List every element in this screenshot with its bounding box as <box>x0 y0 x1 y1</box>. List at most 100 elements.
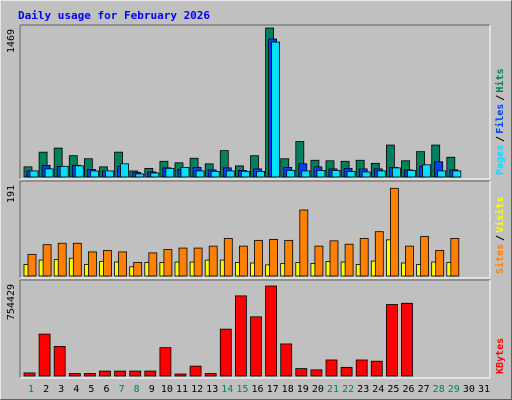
bar-kbytes-day-3 <box>53 346 66 377</box>
bar-sites-day-29 <box>450 238 460 277</box>
bar-sites-day-2 <box>42 244 52 277</box>
x-tick-label: 15 <box>236 384 248 395</box>
legend-visits: Visits <box>494 197 506 233</box>
x-tick-label: 7 <box>119 384 125 395</box>
bar-sites-day-15 <box>238 245 248 277</box>
bar-kbytes-day-23 <box>355 359 368 377</box>
bar-sites-day-7 <box>118 251 127 277</box>
bar-pages-day-26 <box>407 170 416 178</box>
x-tick-label: 1 <box>28 384 34 395</box>
bar-kbytes-day-14 <box>219 328 232 377</box>
bar-kbytes-day-12 <box>189 365 202 377</box>
bar-kbytes-day-6 <box>99 370 111 377</box>
chart-title: Daily usage for February 2026 <box>18 9 210 22</box>
bar-kbytes-day-10 <box>159 347 172 377</box>
bar-sites-day-27 <box>420 236 430 277</box>
bar-kbytes-day-11 <box>174 373 187 377</box>
bar-pages-day-3 <box>59 165 69 178</box>
bar-kbytes-day-20 <box>310 369 323 377</box>
legend-separator: / <box>495 95 506 101</box>
bar-pages-day-18 <box>286 170 296 178</box>
bar-sites-day-20 <box>314 245 324 277</box>
bar-kbytes-day-21 <box>325 359 338 377</box>
x-tick-label: 24 <box>372 384 384 395</box>
bar-sites-day-13 <box>208 245 218 277</box>
bar-sites-day-14 <box>223 238 233 277</box>
bar-pages-day-7 <box>120 163 129 178</box>
x-tick-label: 9 <box>149 384 155 395</box>
bar-sites-day-21 <box>329 240 339 277</box>
x-tick-label: 5 <box>88 384 94 395</box>
x-tick-label: 3 <box>58 384 64 395</box>
bar-pages-day-9 <box>150 172 160 178</box>
bar-pages-day-27 <box>422 164 432 178</box>
legend-kbytes: KBytes <box>495 338 506 374</box>
x-tick-label: 26 <box>402 384 414 395</box>
x-tick-label: 10 <box>161 384 173 395</box>
legend-pages: Pages <box>495 145 506 175</box>
legend-separator: / <box>495 235 506 241</box>
x-tick-label: 22 <box>342 384 354 395</box>
bar-kbytes-day-13 <box>204 373 217 377</box>
x-tick-label: 8 <box>134 384 140 395</box>
legend-hits: Hits <box>494 69 506 93</box>
bar-pages-day-15 <box>240 171 250 178</box>
bar-pages-day-6 <box>105 170 114 178</box>
bar-kbytes-day-18 <box>280 343 293 377</box>
x-tick-label: 4 <box>73 384 79 395</box>
bar-pages-day-16 <box>256 171 265 178</box>
bar-sites-day-9 <box>148 252 158 277</box>
x-tick-label: 6 <box>103 384 109 395</box>
bar-pages-day-22 <box>346 171 356 178</box>
bar-pages-day-19 <box>301 170 311 178</box>
panel-background <box>20 25 490 179</box>
bar-kbytes-day-17 <box>265 285 278 377</box>
bar-kbytes-day-24 <box>370 360 383 377</box>
bar-pages-day-29 <box>452 170 462 178</box>
bar-sites-day-24 <box>374 231 384 277</box>
x-tick-label: 13 <box>206 384 218 395</box>
bar-pages-day-20 <box>316 170 326 178</box>
bar-pages-day-21 <box>331 170 341 178</box>
x-tick-label: 12 <box>191 384 203 395</box>
bar-pages-day-10 <box>165 167 175 178</box>
x-tick-label: 16 <box>251 384 263 395</box>
bar-kbytes-day-8 <box>129 370 142 377</box>
bar-kbytes-day-7 <box>114 370 126 377</box>
y-max-label: 191 <box>6 185 17 203</box>
x-tick-label: 28 <box>433 384 445 395</box>
bar-pages-day-25 <box>391 167 401 178</box>
legend-separator: / <box>495 136 506 142</box>
y-max-label: 1469 <box>6 29 17 53</box>
bar-sites-day-8 <box>133 262 143 277</box>
bar-sites-day-22 <box>344 243 354 277</box>
bar-pages-day-4 <box>74 165 84 178</box>
bar-sites-day-17 <box>269 238 279 277</box>
bar-sites-day-25 <box>389 187 399 277</box>
bar-sites-day-3 <box>57 242 67 277</box>
bar-kbytes-day-26 <box>401 302 413 377</box>
bar-kbytes-day-1 <box>23 372 36 377</box>
y-max-label: 754429 <box>6 284 17 320</box>
bar-kbytes-day-22 <box>340 366 353 377</box>
bar-sites-day-5 <box>88 251 97 277</box>
bar-pages-day-14 <box>225 170 235 178</box>
bar-kbytes-day-25 <box>385 304 398 377</box>
bar-pages-day-13 <box>210 171 220 178</box>
bar-pages-day-8 <box>135 173 145 178</box>
bar-sites-day-18 <box>284 239 294 277</box>
bar-kbytes-day-4 <box>68 373 81 377</box>
bar-sites-day-16 <box>254 239 263 277</box>
bar-kbytes-day-5 <box>84 373 96 377</box>
bar-pages-day-11 <box>180 166 190 178</box>
bar-pages-day-23 <box>361 171 371 178</box>
x-tick-label: 18 <box>282 384 294 395</box>
bar-kbytes-day-2 <box>38 333 51 377</box>
bar-kbytes-day-16 <box>250 316 262 377</box>
bar-pages-day-24 <box>376 170 386 178</box>
legend-sites: Sites <box>494 244 506 274</box>
bar-sites-day-23 <box>359 238 369 277</box>
bar-sites-day-10 <box>163 249 173 277</box>
bar-sites-day-28 <box>435 250 445 277</box>
x-tick-label: 29 <box>448 384 460 395</box>
